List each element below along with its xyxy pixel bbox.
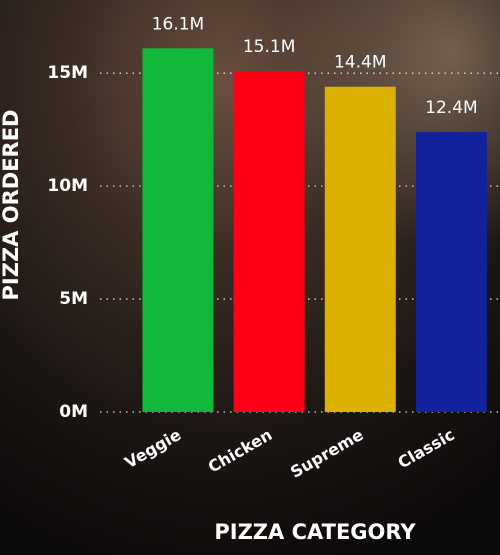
- bar: [415, 131, 487, 412]
- value-label: 14.4M: [334, 53, 387, 73]
- x-axis-title: PIZZA CATEGORY: [214, 520, 416, 544]
- y-tick-label: 10M: [47, 176, 88, 196]
- y-tick-label: 15M: [47, 63, 88, 83]
- value-label: 12.4M: [425, 98, 478, 118]
- value-label: 15.1M: [243, 37, 296, 57]
- y-tick-label: 5M: [59, 289, 88, 309]
- bar: [233, 70, 305, 412]
- bar: [324, 86, 396, 413]
- y-tick-label: 0M: [59, 402, 88, 422]
- bar: [142, 48, 214, 413]
- value-label: 16.1M: [152, 14, 205, 34]
- y-axis-title: PIZZA ORDERED: [0, 110, 23, 301]
